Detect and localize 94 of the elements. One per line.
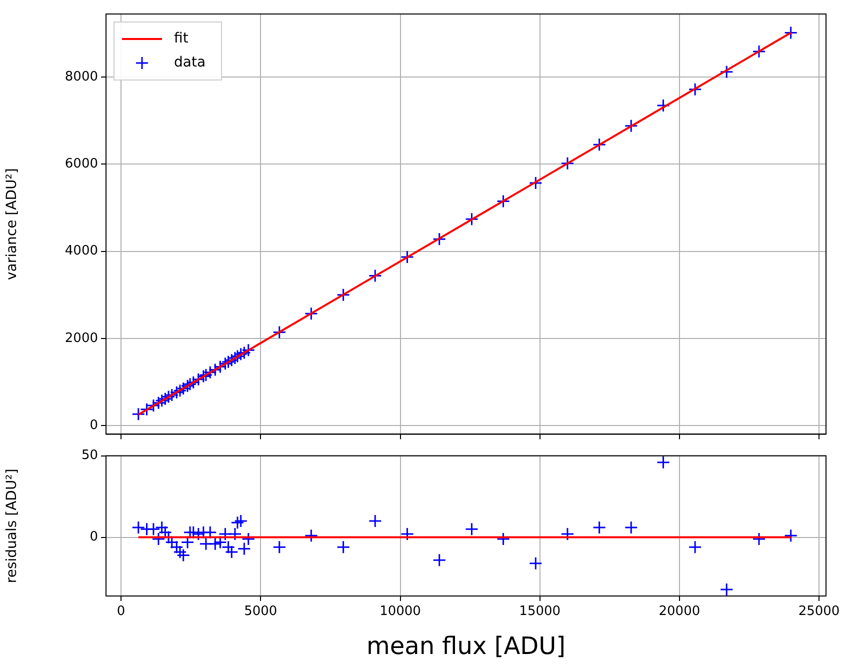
point — [186, 376, 200, 390]
point — [132, 520, 146, 534]
point — [180, 535, 194, 549]
x-tick-label: 0 — [116, 604, 126, 620]
x-tick-label: 20000 — [658, 604, 700, 620]
point — [158, 392, 172, 406]
point — [230, 350, 244, 364]
point — [624, 119, 638, 133]
y-axis-title: variance [ADU²] — [4, 168, 20, 280]
point — [176, 382, 190, 396]
y-tick-label: 0 — [90, 530, 98, 545]
point — [368, 514, 382, 528]
point — [784, 528, 798, 542]
point — [368, 268, 382, 282]
point — [304, 528, 318, 542]
point — [170, 386, 184, 400]
point — [218, 356, 232, 370]
point — [528, 556, 542, 570]
point — [592, 138, 606, 152]
point — [688, 540, 702, 554]
point — [152, 396, 166, 410]
point — [464, 212, 478, 226]
point — [222, 355, 236, 369]
point — [272, 540, 286, 554]
point — [196, 370, 210, 384]
point — [208, 363, 222, 377]
legend-label: data — [174, 54, 206, 71]
point — [592, 520, 606, 534]
point — [155, 394, 169, 408]
point — [146, 398, 160, 412]
point — [183, 377, 197, 391]
point — [272, 326, 286, 340]
point — [237, 542, 251, 556]
y-tick-label: 6000 — [64, 156, 98, 172]
point — [224, 353, 238, 367]
point — [146, 522, 160, 536]
point — [752, 532, 766, 546]
point — [656, 98, 670, 112]
point — [228, 351, 242, 365]
point — [237, 346, 251, 360]
legend-label: fit — [174, 30, 189, 47]
point — [208, 537, 222, 551]
y-axis-title: residuals [ADU²] — [4, 468, 20, 584]
y-tick-label: 8000 — [64, 70, 98, 85]
point — [752, 44, 766, 58]
point — [213, 360, 227, 374]
point — [228, 527, 242, 541]
point — [192, 372, 206, 386]
point — [624, 520, 638, 534]
x-tick-label: 5000 — [244, 604, 278, 620]
y-tick-label: 0 — [90, 418, 98, 433]
point — [162, 390, 176, 404]
point — [132, 407, 146, 421]
point — [192, 527, 206, 541]
point — [496, 194, 510, 208]
point — [784, 26, 798, 40]
point — [688, 82, 702, 96]
point — [528, 176, 542, 190]
point — [234, 514, 248, 528]
x-tick-label: 10000 — [380, 604, 421, 620]
point — [432, 553, 446, 567]
point — [720, 65, 734, 79]
point — [304, 306, 318, 320]
point — [496, 532, 510, 546]
y-tick-label: 2000 — [64, 330, 98, 346]
x-axis-title: mean flux [ADU] — [366, 632, 566, 660]
point — [656, 456, 670, 470]
point — [234, 347, 248, 361]
point — [242, 343, 256, 357]
point — [230, 516, 244, 530]
point — [165, 388, 179, 402]
point — [218, 527, 232, 541]
y-tick-label: 50 — [81, 448, 98, 464]
point — [152, 532, 166, 546]
point — [720, 582, 734, 596]
point — [140, 402, 154, 416]
point — [186, 526, 200, 540]
point — [336, 288, 350, 302]
point — [203, 526, 217, 540]
point — [560, 527, 574, 541]
point — [464, 522, 478, 536]
point — [242, 532, 256, 546]
point — [173, 384, 187, 398]
point — [199, 368, 213, 382]
x-tick-label: 15000 — [519, 604, 561, 620]
point — [336, 540, 350, 554]
y-tick-label: 4000 — [64, 244, 98, 259]
point — [560, 156, 574, 170]
point — [180, 379, 194, 393]
x-tick-label: 25000 — [798, 604, 840, 620]
point — [432, 232, 446, 246]
point — [400, 250, 414, 264]
point — [203, 366, 217, 380]
point — [400, 527, 414, 541]
